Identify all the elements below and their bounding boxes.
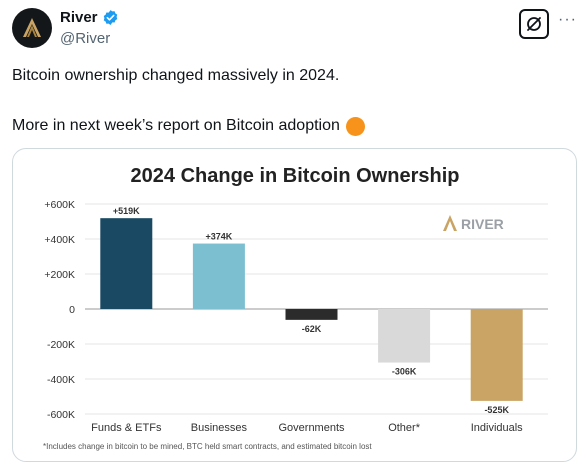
bar-other xyxy=(378,309,431,363)
tweet-text-line-1: Bitcoin ownership changed massively in 2… xyxy=(12,67,340,84)
category-label: Businesses xyxy=(191,422,248,434)
orange-circle-icon xyxy=(345,116,365,136)
y-tick-label: -200K xyxy=(47,339,75,351)
y-tick-label: +600K xyxy=(44,199,75,211)
category-label: Other* xyxy=(388,422,421,434)
bar-value-label: +374K xyxy=(206,232,233,242)
bar-businesses xyxy=(192,243,245,309)
grok-icon xyxy=(527,17,541,31)
y-tick-label: -600K xyxy=(47,409,75,421)
author-name[interactable]: River xyxy=(60,9,98,26)
category-label: Funds & ETFs xyxy=(91,422,162,434)
more-options-icon[interactable]: ··· xyxy=(558,11,577,28)
tweet-text-line-2: More in next week’s report on Bitcoin ad… xyxy=(12,116,365,136)
bar-chart: 2024 Change in Bitcoin Ownership RIVER +… xyxy=(43,165,548,451)
verified-badge-icon xyxy=(103,10,117,25)
river-logo-icon xyxy=(23,18,41,37)
watermark-text: RIVER xyxy=(461,216,504,232)
category-label: Governments xyxy=(278,422,345,434)
bar-funds-etfs xyxy=(100,218,153,309)
bar-value-label: -306K xyxy=(392,367,417,377)
chart-image[interactable]: 2024 Change in Bitcoin Ownership RIVER +… xyxy=(12,148,577,462)
bar-value-label: -62K xyxy=(302,324,322,334)
y-tick-label: +200K xyxy=(44,269,75,281)
bar-individuals xyxy=(470,309,523,401)
tweet-text-line-2-text: More in next week’s report on Bitcoin ad… xyxy=(12,117,340,134)
author-handle[interactable]: @River xyxy=(60,30,111,47)
bar-governments xyxy=(285,309,338,320)
category-label: Individuals xyxy=(471,422,523,434)
river-watermark: RIVER xyxy=(443,215,504,232)
chart-title: 2024 Change in Bitcoin Ownership xyxy=(131,165,460,187)
author-name-row: River xyxy=(60,9,119,26)
avatar[interactable] xyxy=(12,8,52,48)
bar-value-label: +519K xyxy=(113,206,140,216)
y-tick-label: -400K xyxy=(47,374,75,386)
y-tick-label: +400K xyxy=(44,234,75,246)
bar-value-label: -525K xyxy=(484,405,509,415)
y-tick-label: 0 xyxy=(69,304,75,316)
chart-footnote: *Includes change in bitcoin to be mined,… xyxy=(43,442,372,451)
grok-button[interactable] xyxy=(519,9,549,39)
